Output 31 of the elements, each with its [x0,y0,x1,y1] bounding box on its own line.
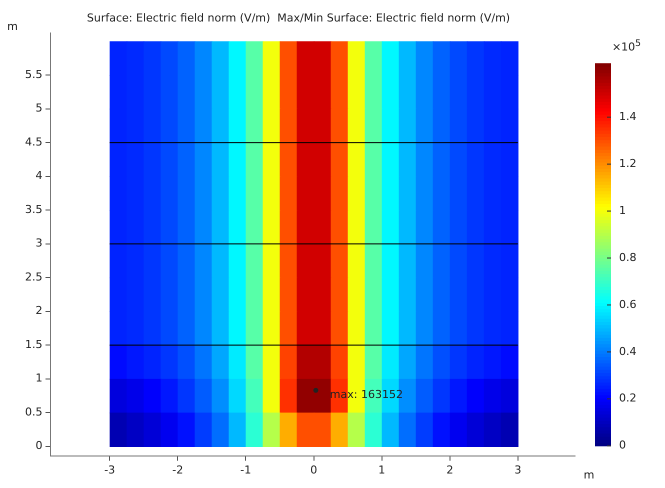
y-tick-label: 2 [35,304,42,318]
x-tick-label: -2 [172,463,184,476]
color-bar-label: 0.6 [619,298,636,311]
x-tick-label: 0 [310,463,318,476]
y-tick-label: 4 [35,169,42,182]
color-bar-label: 0.8 [619,250,636,264]
color-bar-label: 1 [619,204,626,217]
y-tick-label: 1 [35,372,42,385]
x-tick-label: -1 [240,463,252,476]
x-tick-label: 1 [378,463,386,476]
color-bar-label: 0 [619,438,626,452]
y-axis-title: m [7,20,18,34]
x-tick-label: 2 [446,463,454,476]
x-tick-label: 3 [514,463,522,476]
y-tick-label: 5.5 [24,68,42,81]
y-tick-label: 3.5 [24,202,42,216]
x-tick-label: -3 [104,463,116,476]
color-bar-label: 0.2 [619,392,636,405]
y-tick-label: 5 [35,102,42,115]
x-axis-title: m [584,468,594,482]
color-bar-title: ×10$^{5}$ [612,38,641,54]
color-bar-label: 1.4 [619,110,636,124]
color-bar-label: 0.4 [619,344,636,358]
y-tick-label: 2.5 [24,270,42,284]
y-tick-label: 0.5 [24,405,42,418]
y-tick-label: 4.5 [24,135,42,148]
y-tick-label: 0 [35,439,42,452]
color-bar-label: 1.2 [619,156,636,170]
chart-title: Surface: Electric field norm (V/m) Max/Min Surface: Electric field norm (V/m) [86,11,510,24]
y-tick-label: 1.5 [24,338,42,351]
y-tick-label: 3 [35,236,42,250]
